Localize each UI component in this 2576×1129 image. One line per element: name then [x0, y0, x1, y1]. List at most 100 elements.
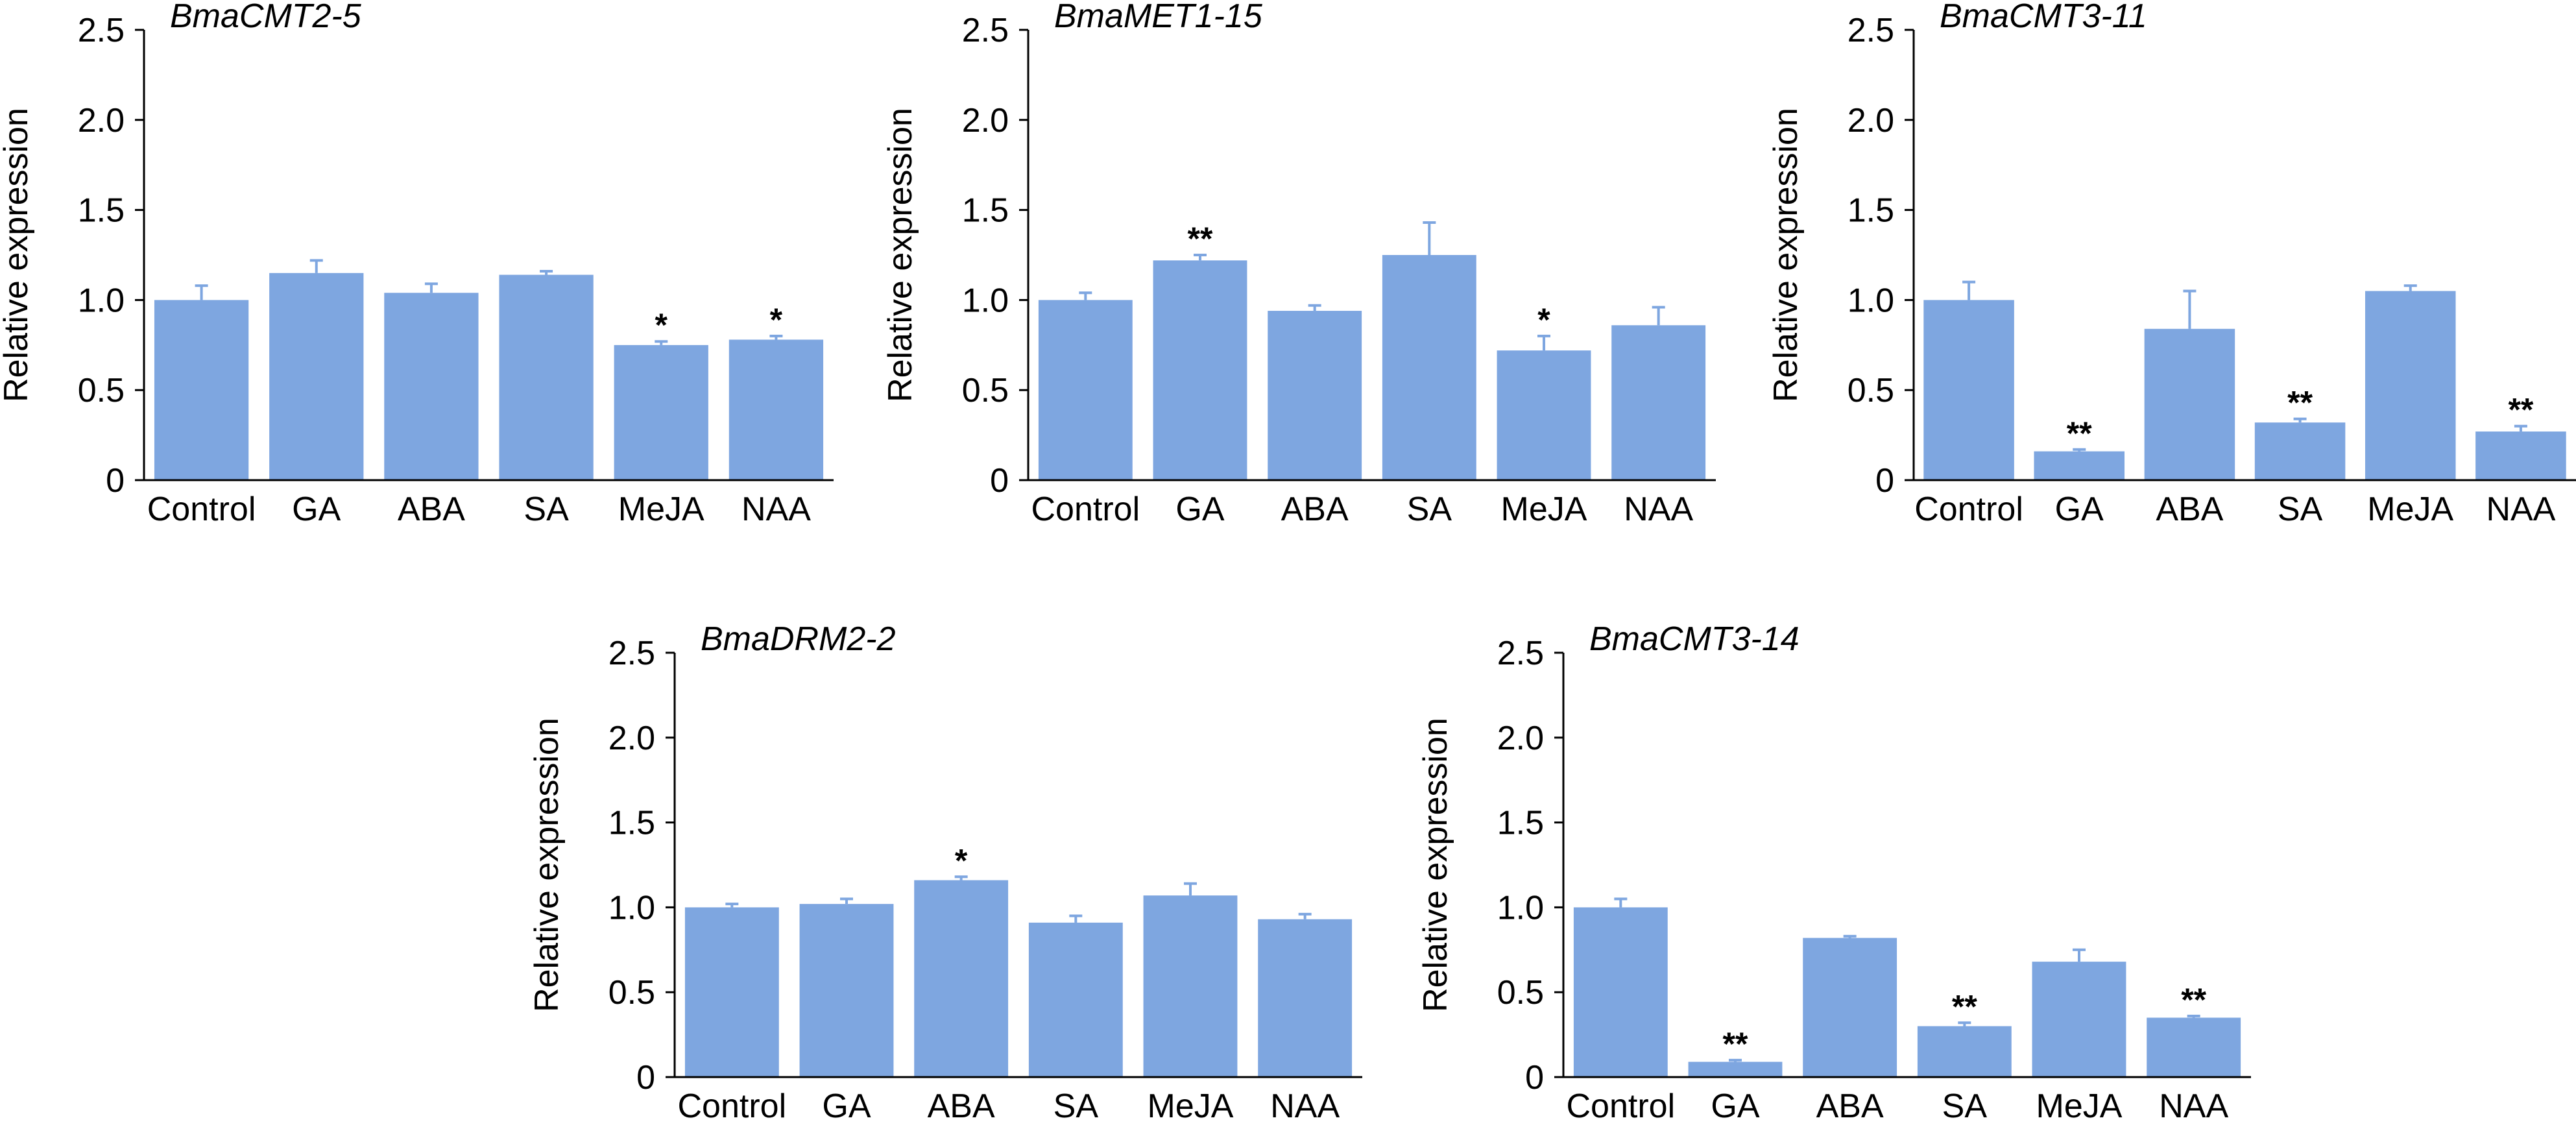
- panel-title: BmaCMT3-14: [1589, 620, 1800, 658]
- y-tick-label: 0: [990, 462, 1009, 500]
- bar-naa: [2475, 431, 2566, 480]
- y-tick-label: 0.5: [1497, 974, 1544, 1012]
- significance-mark: **: [2508, 392, 2533, 428]
- bar-sa: [1382, 255, 1476, 480]
- x-tick-label: NAA: [741, 491, 811, 528]
- x-tick-label: SA: [1407, 491, 1452, 528]
- y-tick-label: 1.0: [1497, 889, 1544, 927]
- y-axis-title: Relative expression: [1767, 108, 1805, 402]
- chart-panel-4: Control GA * ABA SA MeJA NAA 0 0.5 1.0 1.5 2.0 2.5 Re…: [528, 620, 1362, 1125]
- bar-naa: [728, 339, 824, 480]
- bar-meja: [1497, 350, 1591, 480]
- x-tick-label: GA: [1175, 491, 1224, 528]
- bar-control: [1573, 907, 1668, 1077]
- bar-meja: [1143, 895, 1238, 1077]
- x-tick-label: Control: [147, 491, 256, 528]
- y-tick-label: 0: [1875, 462, 1894, 500]
- bar-meja: [614, 345, 708, 480]
- bar-ga: [1688, 1062, 1783, 1077]
- bar-naa: [1611, 325, 1706, 480]
- y-tick-label: 2.5: [1848, 12, 1894, 49]
- bar-aba: [914, 880, 1009, 1077]
- x-tick-label: NAA: [1270, 1087, 1340, 1125]
- chart-panel-1: Control GA ABA SA * MeJA * NAA 0 0.5 1.0 1.5 2.0 2.5 R…: [0, 0, 834, 528]
- y-axis-title: Relative expression: [882, 108, 919, 402]
- significance-mark: *: [1537, 302, 1550, 338]
- y-tick-label: 1.0: [1848, 282, 1894, 319]
- y-tick-label: 2.0: [962, 102, 1009, 140]
- panel-title: BmaCMT2-5: [170, 0, 362, 35]
- y-tick-label: 2.0: [78, 102, 125, 140]
- x-tick-label: SA: [2278, 491, 2323, 528]
- y-tick-label: 1.0: [608, 889, 655, 927]
- panel-title: BmaDRM2-2: [701, 620, 896, 658]
- chart-panel-2: Control ** GA ABA SA * MeJA NAA 0 0.5 1.0 1.5 2.0 2.5…: [882, 0, 1716, 528]
- y-tick-label: 2.0: [1497, 720, 1544, 757]
- significance-mark: *: [655, 307, 668, 343]
- significance-mark: **: [2181, 982, 2206, 1018]
- y-tick-label: 0.5: [78, 372, 125, 409]
- y-tick-label: 0.5: [1848, 372, 1894, 409]
- bar-control: [1038, 300, 1133, 480]
- x-tick-label: MeJA: [1501, 491, 1587, 528]
- x-tick-label: ABA: [1281, 491, 1349, 528]
- x-tick-label: GA: [2055, 491, 2104, 528]
- y-tick-label: 0: [106, 462, 125, 500]
- bar-ga: [269, 273, 364, 480]
- x-tick-label: SA: [1053, 1087, 1099, 1125]
- y-tick-label: 0: [636, 1059, 655, 1097]
- bar-meja: [2032, 962, 2126, 1077]
- y-tick-label: 1.0: [962, 282, 1009, 319]
- significance-mark: **: [1723, 1026, 1748, 1062]
- y-tick-label: 1.5: [608, 805, 655, 842]
- x-tick-label: GA: [822, 1087, 871, 1125]
- significance-mark: **: [2287, 385, 2313, 421]
- x-tick-label: ABA: [398, 491, 465, 528]
- bar-sa: [1028, 922, 1123, 1077]
- x-tick-label: MeJA: [1148, 1087, 1234, 1125]
- x-tick-label: ABA: [928, 1087, 995, 1125]
- bar-ga: [2034, 451, 2125, 480]
- y-tick-label: 2.5: [1497, 635, 1544, 672]
- bar-aba: [2144, 328, 2235, 480]
- bar-control: [1923, 300, 2014, 480]
- bar-aba: [384, 293, 479, 480]
- y-tick-label: 2.5: [78, 12, 125, 49]
- y-tick-label: 2.0: [608, 720, 655, 757]
- bar-aba: [1803, 938, 1897, 1077]
- x-tick-label: Control: [678, 1087, 787, 1125]
- y-tick-label: 1.5: [1497, 805, 1544, 842]
- chart-panel-3: Control ** GA ABA ** SA MeJA ** NAA 0 0.5 1.0 1.5 2.0…: [1767, 0, 2576, 528]
- bar-aba: [1268, 311, 1362, 480]
- x-tick-label: MeJA: [2367, 491, 2453, 528]
- significance-mark: **: [1952, 988, 1977, 1025]
- bar-naa: [1258, 919, 1353, 1077]
- x-tick-label: NAA: [2159, 1087, 2228, 1125]
- bar-sa: [2254, 422, 2346, 480]
- y-tick-label: 2.5: [608, 635, 655, 672]
- x-tick-label: Control: [1914, 491, 2023, 528]
- y-tick-label: 2.5: [962, 12, 1009, 49]
- bar-meja: [2365, 291, 2456, 480]
- x-tick-label: ABA: [2156, 491, 2223, 528]
- chart-panel-5: Control ** GA ABA ** SA MeJA ** NAA 0 0.5 1.0 1.5 2.0…: [1417, 620, 2251, 1125]
- y-axis-title: Relative expression: [528, 718, 566, 1012]
- bar-naa: [2147, 1017, 2241, 1077]
- significance-mark: *: [770, 302, 783, 338]
- x-tick-label: Control: [1031, 491, 1140, 528]
- x-tick-label: GA: [1711, 1087, 1759, 1125]
- bar-sa: [499, 274, 594, 480]
- y-tick-label: 0.5: [962, 372, 1009, 409]
- bar-control: [154, 300, 249, 480]
- y-tick-label: 0.5: [608, 974, 655, 1012]
- x-tick-label: ABA: [1816, 1087, 1884, 1125]
- x-tick-label: MeJA: [2036, 1087, 2123, 1125]
- panel-title: BmaMET1-15: [1054, 0, 1263, 35]
- y-tick-label: 2.0: [1848, 102, 1894, 140]
- x-tick-label: GA: [292, 491, 341, 528]
- significance-mark: **: [2067, 415, 2092, 452]
- y-axis-title: Relative expression: [1417, 718, 1454, 1012]
- bar-ga: [799, 904, 894, 1077]
- x-tick-label: SA: [524, 491, 569, 528]
